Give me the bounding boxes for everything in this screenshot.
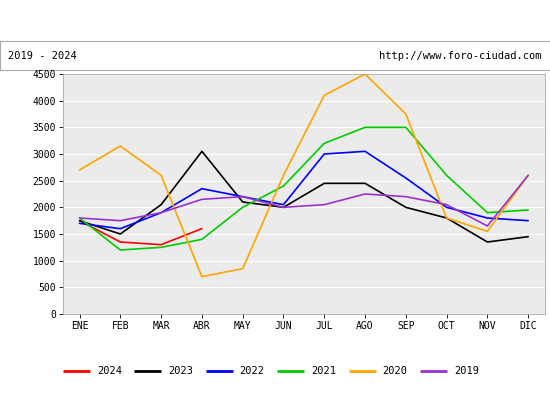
Text: 2020: 2020 — [382, 366, 408, 376]
Text: 2022: 2022 — [240, 366, 265, 376]
Text: 2019: 2019 — [454, 366, 479, 376]
Text: 2019 - 2024: 2019 - 2024 — [8, 51, 77, 61]
Text: Evolucion Nº Turistas Nacionales en el municipio de Talayuela: Evolucion Nº Turistas Nacionales en el m… — [31, 14, 519, 28]
Text: 2021: 2021 — [311, 366, 336, 376]
Text: 2024: 2024 — [97, 366, 122, 376]
Text: http://www.foro-ciudad.com: http://www.foro-ciudad.com — [379, 51, 542, 61]
Text: 2023: 2023 — [168, 366, 193, 376]
